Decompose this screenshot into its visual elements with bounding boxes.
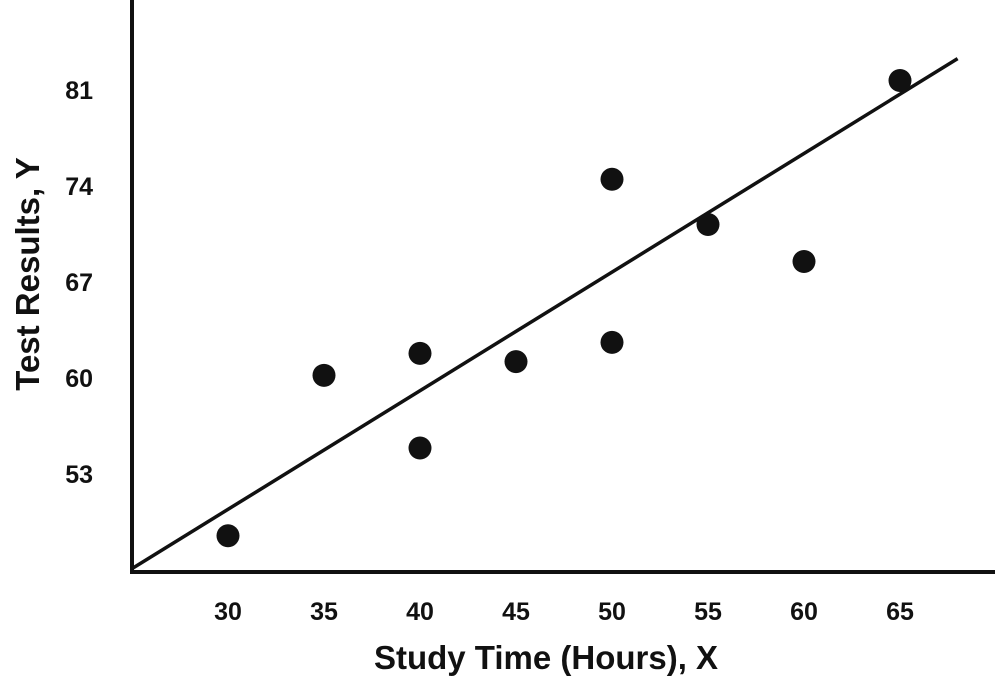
y-axis-title: Test Results, Y [9, 157, 46, 391]
y-tick-label: 67 [65, 269, 93, 297]
data-point [216, 524, 240, 548]
data-point [408, 436, 432, 460]
x-tick-label: 65 [886, 598, 914, 626]
x-tick-label: 30 [214, 598, 242, 626]
data-points [216, 69, 912, 548]
y-tick-labels: 53 60 67 74 81 [65, 77, 93, 489]
data-point [888, 69, 912, 93]
data-point [312, 363, 336, 387]
x-tick-label: 55 [694, 598, 722, 626]
x-tick-label: 45 [502, 598, 530, 626]
data-point [600, 167, 624, 191]
y-tick-label: 74 [65, 173, 93, 201]
y-tick-label: 81 [65, 77, 93, 105]
x-tick-label: 35 [310, 598, 338, 626]
data-point [792, 250, 816, 274]
y-tick-label: 53 [65, 461, 93, 489]
x-axis-title: Study Time (Hours), X [374, 639, 718, 676]
data-point [504, 350, 528, 374]
trend-line [131, 57, 959, 571]
y-tick-label: 60 [65, 365, 93, 393]
data-point [696, 213, 720, 237]
x-tick-label: 60 [790, 598, 818, 626]
x-tick-label: 50 [598, 598, 626, 626]
x-tick-label: 40 [406, 598, 434, 626]
data-point [600, 330, 624, 354]
x-tick-labels: 30 35 40 45 50 55 60 65 [214, 598, 914, 626]
data-point [408, 341, 432, 365]
axes [130, 0, 995, 574]
